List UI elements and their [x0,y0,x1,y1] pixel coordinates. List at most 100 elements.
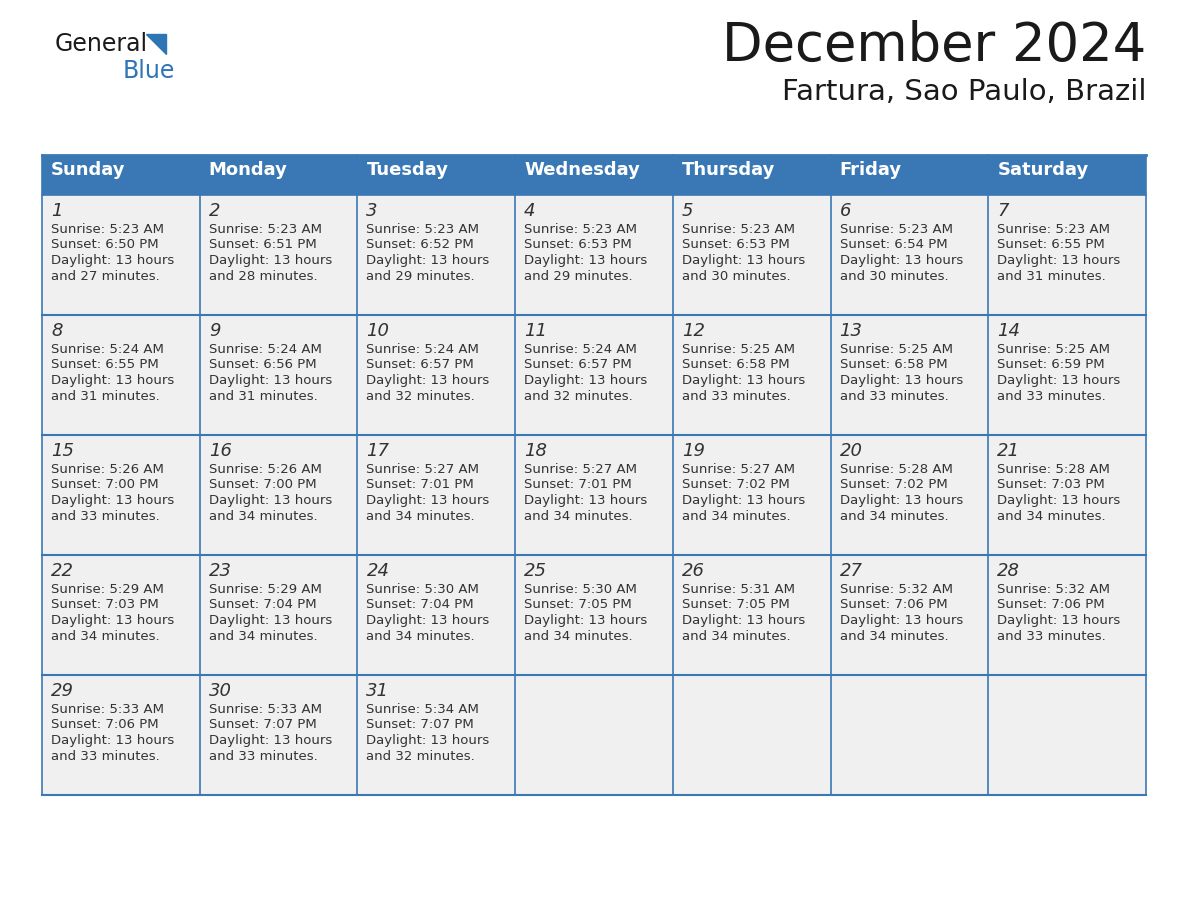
Text: Sunrise: 5:29 AM: Sunrise: 5:29 AM [209,583,322,596]
Text: 5: 5 [682,202,694,220]
Text: Daylight: 13 hours: Daylight: 13 hours [209,614,331,627]
Text: Fartura, Sao Paulo, Brazil: Fartura, Sao Paulo, Brazil [782,78,1146,106]
Text: Sunrise: 5:23 AM: Sunrise: 5:23 AM [209,223,322,236]
Text: Daylight: 13 hours: Daylight: 13 hours [524,374,647,387]
Text: Sunrise: 5:23 AM: Sunrise: 5:23 AM [997,223,1111,236]
Text: and 33 minutes.: and 33 minutes. [51,509,159,522]
Text: Sunrise: 5:28 AM: Sunrise: 5:28 AM [840,463,953,476]
Bar [358,315,516,435]
Text: and 31 minutes.: and 31 minutes. [997,270,1106,283]
Text: 10: 10 [366,322,390,340]
Bar [988,555,1146,675]
Text: Daylight: 13 hours: Daylight: 13 hours [682,494,805,507]
Bar [200,155,358,195]
Text: Daylight: 13 hours: Daylight: 13 hours [366,374,489,387]
Text: and 29 minutes.: and 29 minutes. [366,270,475,283]
Text: 6: 6 [840,202,851,220]
Text: Daylight: 13 hours: Daylight: 13 hours [840,494,962,507]
Bar [358,435,516,555]
Bar [988,155,1146,195]
Bar [42,155,200,195]
Text: Daylight: 13 hours: Daylight: 13 hours [366,494,489,507]
Bar [42,555,200,675]
Text: Daylight: 13 hours: Daylight: 13 hours [209,494,331,507]
Text: Friday: Friday [840,161,902,179]
Bar [358,675,516,795]
Bar [672,155,830,195]
Text: 26: 26 [682,562,704,580]
Text: Sunrise: 5:27 AM: Sunrise: 5:27 AM [682,463,795,476]
Text: and 34 minutes.: and 34 minutes. [840,509,948,522]
Text: Sunrise: 5:25 AM: Sunrise: 5:25 AM [682,343,795,356]
Bar [516,555,672,675]
Text: Saturday: Saturday [997,161,1088,179]
Text: and 27 minutes.: and 27 minutes. [51,270,159,283]
Text: Sunrise: 5:27 AM: Sunrise: 5:27 AM [524,463,637,476]
Text: Daylight: 13 hours: Daylight: 13 hours [209,254,331,267]
Bar [988,435,1146,555]
Text: 12: 12 [682,322,704,340]
Text: 27: 27 [840,562,862,580]
Text: and 31 minutes.: and 31 minutes. [209,389,317,402]
Text: and 34 minutes.: and 34 minutes. [997,509,1106,522]
Text: Sunset: 6:59 PM: Sunset: 6:59 PM [997,359,1105,372]
Text: Sunset: 7:07 PM: Sunset: 7:07 PM [366,719,474,732]
Text: and 34 minutes.: and 34 minutes. [209,630,317,643]
Text: Sunrise: 5:32 AM: Sunrise: 5:32 AM [997,583,1111,596]
Bar [988,675,1146,795]
Text: and 30 minutes.: and 30 minutes. [840,270,948,283]
Bar [42,195,200,315]
Bar [358,155,516,195]
Text: Sunday: Sunday [51,161,126,179]
Text: Sunset: 6:53 PM: Sunset: 6:53 PM [682,239,790,252]
Text: 21: 21 [997,442,1020,460]
Text: and 34 minutes.: and 34 minutes. [840,630,948,643]
Text: Daylight: 13 hours: Daylight: 13 hours [524,614,647,627]
Text: Daylight: 13 hours: Daylight: 13 hours [682,254,805,267]
Text: Sunset: 7:06 PM: Sunset: 7:06 PM [51,719,159,732]
Text: and 34 minutes.: and 34 minutes. [682,630,790,643]
Text: Daylight: 13 hours: Daylight: 13 hours [997,374,1120,387]
Bar [672,555,830,675]
Bar [830,155,988,195]
Text: Blue: Blue [124,59,176,83]
Text: Sunrise: 5:24 AM: Sunrise: 5:24 AM [51,343,164,356]
Text: Wednesday: Wednesday [524,161,640,179]
Text: Sunset: 6:58 PM: Sunset: 6:58 PM [682,359,790,372]
Text: Daylight: 13 hours: Daylight: 13 hours [840,374,962,387]
Bar [516,315,672,435]
Text: 31: 31 [366,682,390,700]
Text: 24: 24 [366,562,390,580]
Text: Daylight: 13 hours: Daylight: 13 hours [524,494,647,507]
Text: Daylight: 13 hours: Daylight: 13 hours [366,614,489,627]
Bar [516,675,672,795]
Bar [200,555,358,675]
Text: Daylight: 13 hours: Daylight: 13 hours [997,254,1120,267]
Text: Sunset: 7:01 PM: Sunset: 7:01 PM [366,478,474,491]
Bar [200,315,358,435]
Text: Daylight: 13 hours: Daylight: 13 hours [366,734,489,747]
Text: Sunset: 7:02 PM: Sunset: 7:02 PM [840,478,947,491]
Bar [516,435,672,555]
Text: Daylight: 13 hours: Daylight: 13 hours [51,254,175,267]
Text: Sunset: 7:04 PM: Sunset: 7:04 PM [366,599,474,611]
Bar [200,435,358,555]
Text: and 34 minutes.: and 34 minutes. [524,630,633,643]
Text: Sunrise: 5:30 AM: Sunrise: 5:30 AM [366,583,479,596]
Bar [358,195,516,315]
Text: 15: 15 [51,442,74,460]
Text: Sunset: 6:56 PM: Sunset: 6:56 PM [209,359,316,372]
Text: Sunset: 6:55 PM: Sunset: 6:55 PM [51,359,159,372]
Text: 8: 8 [51,322,63,340]
Text: 16: 16 [209,442,232,460]
Text: Daylight: 13 hours: Daylight: 13 hours [524,254,647,267]
Text: 1: 1 [51,202,63,220]
Text: Sunrise: 5:25 AM: Sunrise: 5:25 AM [840,343,953,356]
Bar [200,675,358,795]
Bar [516,195,672,315]
Text: December 2024: December 2024 [722,20,1146,72]
Text: 11: 11 [524,322,548,340]
Bar [42,675,200,795]
Text: Sunset: 6:57 PM: Sunset: 6:57 PM [524,359,632,372]
Text: and 34 minutes.: and 34 minutes. [366,509,475,522]
